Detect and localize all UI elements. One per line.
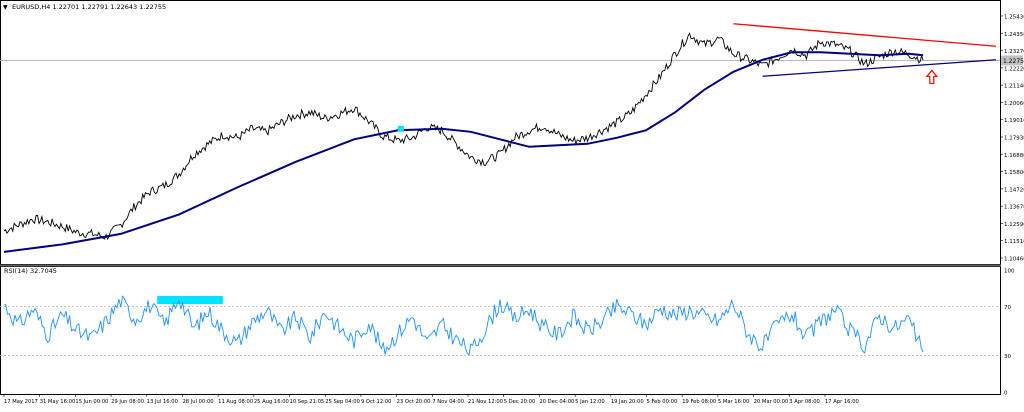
- price-tick-label: 1.23270: [1004, 49, 1024, 55]
- x-tick-label: 25 Aug 16:00: [254, 399, 289, 405]
- x-tick-label: 17 Apr 16:00: [825, 399, 859, 405]
- price-tick-label: 1.17930: [1004, 136, 1024, 142]
- price-panel-frame: [0, 0, 1001, 265]
- price-tick-label: 1.19010: [1004, 118, 1024, 124]
- x-tick-label: 25 Sep 04:00: [325, 399, 360, 405]
- ma-highlight-marker: [397, 125, 404, 132]
- price-tick-label: 1.21140: [1004, 84, 1024, 90]
- x-tick-label: 17 May 2017: [4, 399, 38, 405]
- rsi-tick-label: 0: [1004, 391, 1008, 397]
- x-tick-label: 15 Jun 00:00: [75, 399, 108, 405]
- collapse-triangle-icon[interactable]: ▼: [3, 4, 8, 11]
- lower-support-trendline[interactable]: [762, 59, 997, 77]
- x-tick-label: 11 Aug 08:00: [218, 399, 253, 405]
- price-tick-label: 1.14720: [1004, 187, 1024, 193]
- x-tick-label: 5 Jan 12:00: [575, 399, 605, 405]
- price-tick-label: 1.20060: [1004, 101, 1024, 107]
- x-tick-label: 23 Oct 20:00: [397, 399, 431, 405]
- rsi-series: [3, 295, 924, 357]
- x-tick-label: 21 Nov 12:00: [468, 399, 503, 405]
- price-tick-label: 1.22220: [1004, 66, 1024, 72]
- x-tick-label: 13 Jul 16:00: [147, 399, 178, 405]
- up-arrow-icon: [925, 69, 939, 85]
- x-tick-label: 31 May 16:00: [40, 399, 76, 405]
- x-tick-label: 20 Mar 00:00: [754, 399, 789, 405]
- x-tick-label: 28 Jul 00:00: [182, 399, 213, 405]
- rsi-label: RSI(14) 32.7045: [4, 267, 57, 275]
- price-tick-label: 1.12590: [1004, 222, 1024, 228]
- x-tick-label: 5 Mar 16:00: [718, 399, 749, 405]
- price-series: [3, 32, 924, 241]
- rsi-panel-frame: [0, 266, 1001, 395]
- rsi-tick-label: 100: [1004, 269, 1015, 275]
- x-tick-label: 3 Apr 08:00: [789, 399, 820, 405]
- x-tick-label: 29 Jun 08:00: [111, 399, 144, 405]
- x-tick-label: 19 Jan 20:00: [611, 399, 644, 405]
- price-tick-label: 1.10460: [1004, 257, 1024, 263]
- x-tick-label: 5 Dec 20:00: [504, 399, 536, 405]
- price-tick-label: 1.16880: [1004, 153, 1024, 159]
- moving-average-line: [3, 51, 924, 253]
- price-tick-label: 1.15800: [1004, 170, 1024, 176]
- x-tick-label: 5 Feb 00:00: [647, 399, 678, 405]
- x-tick-label: 7 Nov 04:00: [432, 399, 464, 405]
- price-tick-label: 1.25430: [1004, 15, 1024, 21]
- rsi-tick-label: 30: [1004, 354, 1011, 360]
- symbol-header: EURUSD,H4 1.22701 1.22791 1.22643 1.2275…: [12, 3, 166, 11]
- x-tick-label: 9 Oct 12:00: [361, 399, 392, 405]
- price-tick-label: 1.13670: [1004, 205, 1024, 211]
- current-price-label: 1.22755: [1003, 58, 1024, 65]
- current-price-box: [1001, 55, 1023, 66]
- x-tick-label: 10 Sep 21:05: [290, 399, 325, 405]
- upper-resistance-trendline[interactable]: [733, 23, 997, 47]
- rsi-highlight-bar: [157, 296, 223, 304]
- price-tick-label: 1.11510: [1004, 239, 1024, 245]
- price-tick-label: 1.24350: [1004, 32, 1024, 38]
- x-tick-label: 19 Feb 08:00: [682, 399, 716, 405]
- rsi-tick-label: 70: [1004, 305, 1011, 311]
- x-tick-label: 20 Dec 04:00: [539, 399, 574, 405]
